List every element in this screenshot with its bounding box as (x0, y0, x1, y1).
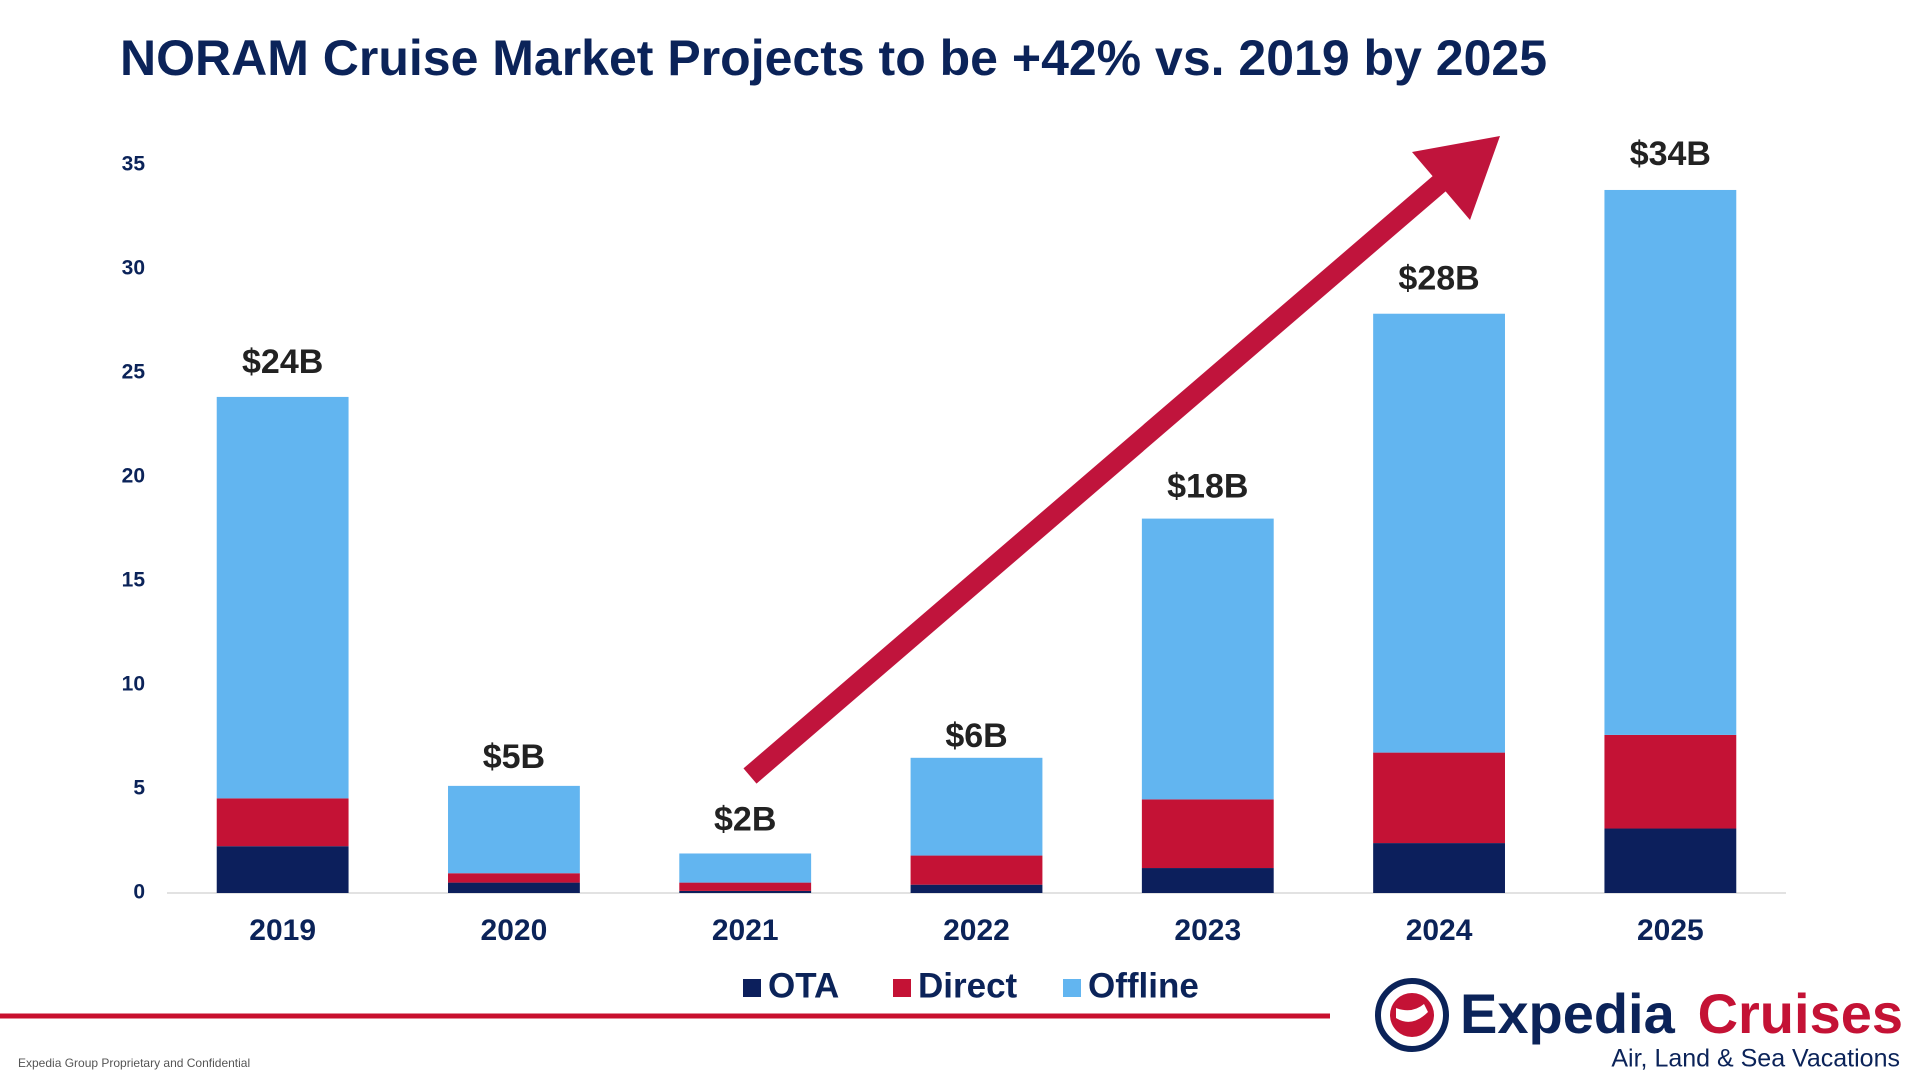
y-tick-label: 15 (122, 569, 146, 592)
total-label: $5B (483, 738, 545, 776)
bar-segment (679, 882, 812, 891)
bar-segment (1604, 189, 1737, 735)
total-label: $18B (1167, 468, 1248, 506)
x-tick-label: 2025 (1637, 914, 1704, 947)
bar-segment (216, 798, 349, 847)
x-tick-label: 2019 (249, 914, 316, 947)
bar-segment (1373, 752, 1505, 844)
arrow (743, 136, 1500, 784)
legend-swatch (1063, 979, 1081, 997)
logo-ship (1396, 1004, 1428, 1022)
bar-segment (1141, 518, 1274, 800)
y-tick-label: 35 (122, 153, 146, 176)
bar-segment (448, 882, 580, 893)
legend-label: Direct (918, 966, 1018, 1005)
footer: Expedia Group Proprietary and Confidenti… (18, 1056, 250, 1070)
legend-swatch (893, 979, 911, 997)
bar-segment (1141, 868, 1274, 893)
bar-segment (910, 757, 1043, 856)
logo-brand-2: Cruises (1698, 982, 1903, 1045)
bar-segment (216, 396, 349, 799)
y-tick-label: 5 (133, 777, 145, 800)
bar-segment (910, 855, 1043, 885)
logo: Expedia Cruises Air, Land & Sea Vacation… (1375, 978, 1903, 1073)
bar-segment (448, 785, 580, 874)
legend-swatch (743, 979, 761, 997)
chart-title: NORAM Cruise Market Projects to be +42% … (120, 30, 1547, 86)
logo-icon (1375, 978, 1449, 1052)
bar-segment (679, 853, 812, 883)
x-tick-label: 2022 (943, 914, 1010, 947)
legend-label: OTA (768, 966, 839, 1005)
total-label: $28B (1398, 260, 1479, 298)
total-label: $2B (714, 800, 776, 838)
total-label: $6B (945, 717, 1007, 755)
total-label: $34B (1630, 135, 1711, 173)
x-tick-label: 2020 (481, 914, 548, 947)
bar-segment (910, 884, 1043, 893)
x-tick-label: 2021 (712, 914, 779, 947)
logo-brand: Expedia (1460, 982, 1676, 1045)
legend-label: Offline (1088, 966, 1199, 1005)
y-tick-label: 20 (122, 465, 145, 488)
bar-segment (1373, 843, 1505, 893)
bar-segment (1373, 313, 1505, 753)
bar-segment (1604, 734, 1737, 829)
bar-segment (448, 873, 580, 883)
x-tick-label: 2024 (1406, 914, 1473, 947)
logo-tagline: Air, Land & Sea Vacations (1611, 1045, 1900, 1073)
bar-segment (1604, 828, 1737, 893)
bar-segment (679, 890, 812, 893)
total-label: $24B (242, 343, 323, 381)
y-tick-label: 0 (133, 881, 145, 904)
y-tick-label: 30 (122, 257, 145, 280)
x-tick-label: 2023 (1174, 914, 1241, 947)
bar-segment (216, 846, 349, 893)
bar-segment (1141, 799, 1274, 869)
y-tick-label: 25 (122, 361, 146, 384)
y-tick-label: 10 (122, 673, 145, 696)
